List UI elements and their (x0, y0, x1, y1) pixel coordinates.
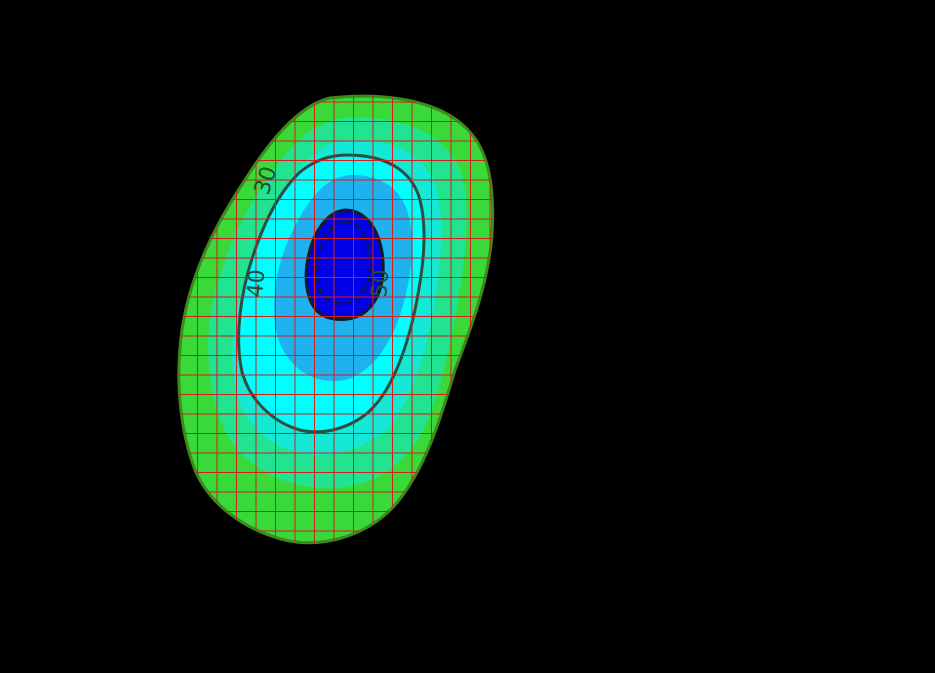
contour-label-40: 40 (243, 268, 270, 298)
contour-core-dashed (315, 220, 372, 305)
contour-label-50: 50 (367, 268, 394, 298)
